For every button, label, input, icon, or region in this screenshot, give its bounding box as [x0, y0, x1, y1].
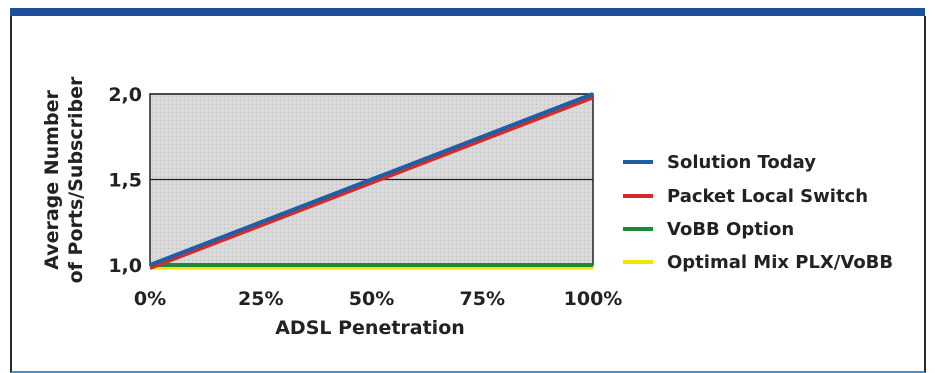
series-line-solution-today: [149, 92, 594, 267]
x-tick-label: 0%: [134, 288, 166, 310]
x-tick-label: 25%: [238, 288, 283, 310]
x-axis-ticks: 0% 25% 50% 75% 100%: [134, 288, 622, 310]
legend-label: VoBB Option: [667, 219, 794, 240]
y-tick-label: 1,0: [108, 255, 142, 277]
figure-border: [10, 16, 926, 373]
y-axis-label-line-2: of Ports/Subscriber: [65, 76, 87, 283]
series-line-packet-local-switch: [149, 95, 594, 270]
y-axis-ticks: 1,0 1,5 2,0: [108, 84, 142, 277]
y-axis-label-line-1: Average Number: [41, 90, 63, 270]
legend-label: Packet Local Switch: [667, 186, 868, 207]
legend-label: Optimal Mix PLX/VoBB: [667, 252, 893, 273]
x-axis-label: ADSL Penetration: [275, 317, 465, 339]
x-tick-label: 50%: [349, 288, 394, 310]
y-tick-label: 2,0: [108, 84, 142, 106]
legend-label: Solution Today: [667, 152, 816, 173]
x-tick-label: 100%: [564, 288, 623, 310]
legend: Solution Today Packet Local Switch VoBB Op…: [623, 152, 893, 273]
x-tick-label: 75%: [460, 288, 505, 310]
y-tick-label: 1,5: [108, 170, 142, 192]
header-bar: [10, 8, 925, 16]
series-lines: [149, 92, 594, 270]
